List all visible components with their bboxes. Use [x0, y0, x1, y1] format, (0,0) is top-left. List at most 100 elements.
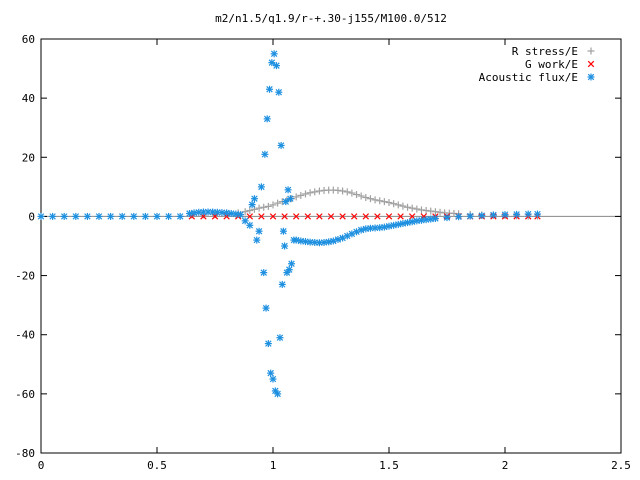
data-point [165, 212, 173, 220]
data-point [306, 189, 314, 197]
data-point [255, 204, 263, 212]
data-point [258, 213, 265, 220]
data-point [374, 213, 381, 220]
y-tick-label: -40 [15, 329, 35, 342]
legend-label: G work/E [525, 58, 578, 71]
data-point [253, 236, 261, 244]
y-tick-label: -60 [15, 388, 35, 401]
data-point [199, 208, 207, 216]
data-point [37, 212, 45, 220]
data-point [288, 260, 296, 268]
data-point [385, 199, 393, 207]
data-point [466, 212, 474, 220]
data-point [311, 188, 319, 196]
data-point [276, 334, 284, 342]
data-point [246, 221, 254, 229]
data-point [431, 214, 439, 222]
series-2 [37, 50, 541, 398]
data-point [292, 193, 300, 201]
data-point [255, 227, 263, 235]
legend-marker [587, 47, 595, 55]
y-tick-label: -20 [15, 270, 35, 283]
plot-frame [40, 38, 622, 454]
data-point [399, 202, 407, 210]
data-point [277, 141, 285, 149]
y-tick-label: -80 [15, 447, 35, 460]
data-point [357, 226, 365, 234]
data-point [281, 213, 288, 220]
data-point [270, 50, 278, 58]
data-point [278, 280, 286, 288]
legend-label: R stress/E [512, 45, 578, 58]
data-point [118, 212, 126, 220]
data-point [246, 207, 254, 215]
data-point [262, 304, 270, 312]
data-point [272, 62, 280, 70]
data-point [357, 192, 365, 200]
chart-title: m2/n1.5/q1.9/r-+.30-j155/M100.0/512 [215, 12, 447, 25]
data-point [297, 191, 305, 199]
data-point [394, 201, 402, 209]
x-tick-label: 0 [38, 459, 45, 472]
data-point [362, 194, 370, 202]
data-point [248, 201, 256, 209]
data-point [269, 201, 277, 209]
data-point [281, 242, 289, 250]
data-point [524, 210, 532, 218]
x-tick-label: 1.5 [379, 459, 399, 472]
legend-marker [587, 73, 595, 81]
data-point [413, 205, 421, 213]
data-point [269, 375, 277, 383]
data-point [385, 213, 393, 220]
data-point [260, 269, 268, 277]
data-point [376, 197, 384, 205]
data-point [304, 213, 312, 220]
data-point [267, 369, 275, 377]
data-point [274, 199, 282, 207]
data-point [268, 59, 276, 67]
data-point [264, 202, 272, 210]
data-point [284, 186, 292, 194]
y-tick-label: 60 [22, 33, 35, 46]
data-point [353, 191, 361, 199]
x-tick-label: 2.5 [611, 459, 631, 472]
data-point [478, 212, 486, 220]
data-point [264, 340, 272, 348]
data-point [348, 189, 356, 197]
data-point [362, 213, 370, 220]
data-point [95, 212, 103, 220]
data-point [292, 213, 300, 220]
data-point [250, 195, 258, 203]
y-tick-label: 20 [22, 151, 35, 164]
data-point [343, 188, 351, 196]
y-tick-label: 40 [22, 92, 35, 105]
data-point [261, 150, 269, 158]
data-point [404, 203, 412, 211]
data-point [350, 213, 358, 220]
data-point [266, 85, 274, 93]
data-point [260, 203, 268, 211]
data-point [390, 200, 398, 208]
data-point [285, 266, 293, 274]
data-point [275, 88, 283, 96]
x-tick-label: 1 [270, 459, 277, 472]
data-point [263, 115, 271, 123]
data-point [397, 213, 404, 220]
data-point [443, 214, 451, 222]
data-point [237, 211, 245, 219]
data-point [83, 212, 91, 220]
x-tick-label: 0.5 [147, 459, 167, 472]
data-point [301, 190, 309, 198]
data-point [279, 227, 287, 235]
y-tick-label: 0 [28, 210, 35, 223]
data-point [72, 212, 80, 220]
data-point [489, 211, 497, 219]
axis-ticks: 0 0.5 1 1.5 2 2.5 -80 -60 -40 -20 0 20 40 60 [15, 33, 631, 472]
x-tick-label: 2 [502, 459, 509, 472]
data-point [327, 213, 335, 220]
legend-marker [587, 60, 595, 68]
data-point [60, 212, 68, 220]
data-point [130, 212, 138, 220]
data-point [408, 218, 416, 226]
